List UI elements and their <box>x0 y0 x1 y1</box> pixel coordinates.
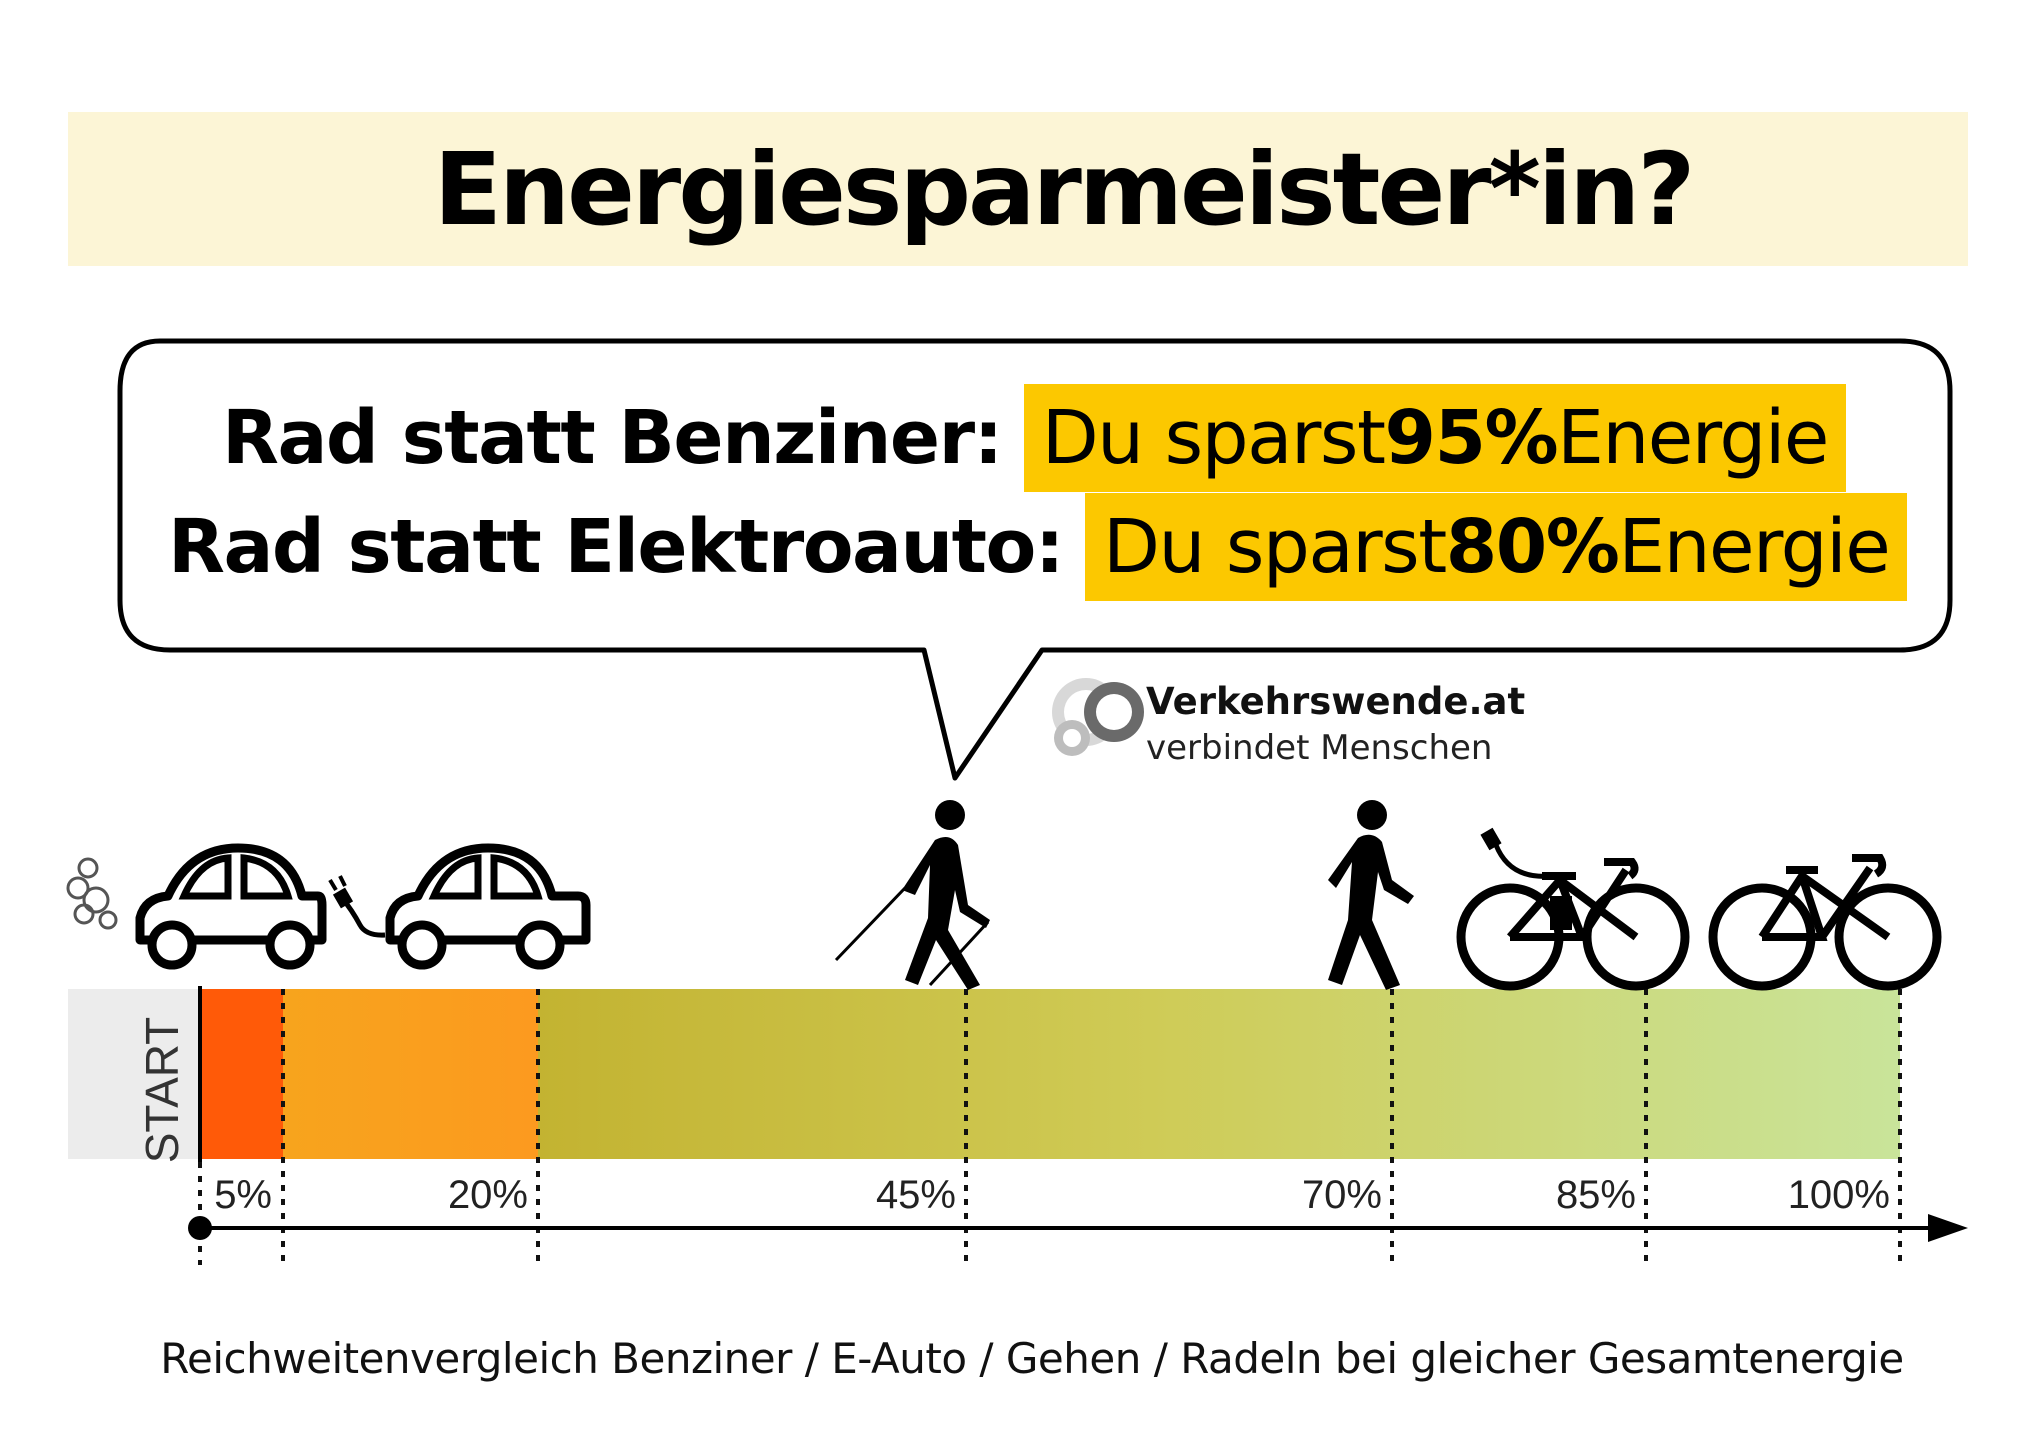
walker-icon <box>1328 800 1414 990</box>
start-box <box>68 989 200 1159</box>
petrol-car-icon <box>66 843 327 970</box>
claim-petrol-value: 95% <box>1384 395 1558 481</box>
distance-axis <box>188 1214 1968 1242</box>
walker-with-poles-icon <box>834 800 990 990</box>
claim-ecar-value: 80% <box>1445 504 1620 590</box>
tick-label-85: 85% <box>1555 1173 1636 1217</box>
electric-car-icon <box>328 843 591 970</box>
bar-segment-petrol <box>200 989 283 1159</box>
claim-ecar-suffix: Energie <box>1618 504 1890 590</box>
tick-label-45: 45% <box>875 1173 956 1217</box>
caption: Reichweitenvergleich Benziner / E-Auto /… <box>160 1334 1904 1383</box>
page-title: Energiesparmeister*in? <box>433 130 1696 248</box>
bar-segment-rest <box>538 989 1900 1159</box>
claim-ecar-label: Rad statt Elektroauto: <box>168 504 1064 590</box>
tick-label-100: 100% <box>1787 1173 1890 1217</box>
bicycle-icon <box>1708 854 1942 991</box>
claim-petrol-suffix: Energie <box>1557 395 1829 481</box>
claim-petrol-prefix: Du sparst <box>1041 395 1386 481</box>
claim-ecar-prefix: Du sparst <box>1102 504 1447 590</box>
tick-label-20: 20% <box>447 1173 528 1217</box>
claim-ecar-highlight: Du sparst 80% Energie <box>1084 493 1908 601</box>
brand-tagline: verbindet Menschen <box>1146 728 1493 768</box>
energy-bar <box>198 986 1900 1162</box>
claim-petrol-label: Rad statt Benziner: <box>222 395 1003 481</box>
e-bike-icon <box>1456 827 1690 991</box>
title-band: Energiesparmeister*in? <box>68 112 1968 266</box>
claim-petrol-highlight: Du sparst 95% Energie <box>1023 384 1846 492</box>
claim-petrol: Rad statt Benziner: Du sparst 95% Energi… <box>222 384 1846 492</box>
start-label: START <box>136 1016 188 1164</box>
verkehrswende-logo-icon <box>1052 678 1144 756</box>
tick-gridlines <box>198 989 1902 1265</box>
bar-segment-ecar <box>283 989 538 1159</box>
brand-name: Verkehrswende.at <box>1146 680 1526 723</box>
tick-label-5: 5% <box>214 1173 272 1217</box>
claim-ecar: Rad statt Elektroauto: Du sparst 80% Ene… <box>168 493 1908 601</box>
tick-label-70: 70% <box>1301 1173 1382 1217</box>
